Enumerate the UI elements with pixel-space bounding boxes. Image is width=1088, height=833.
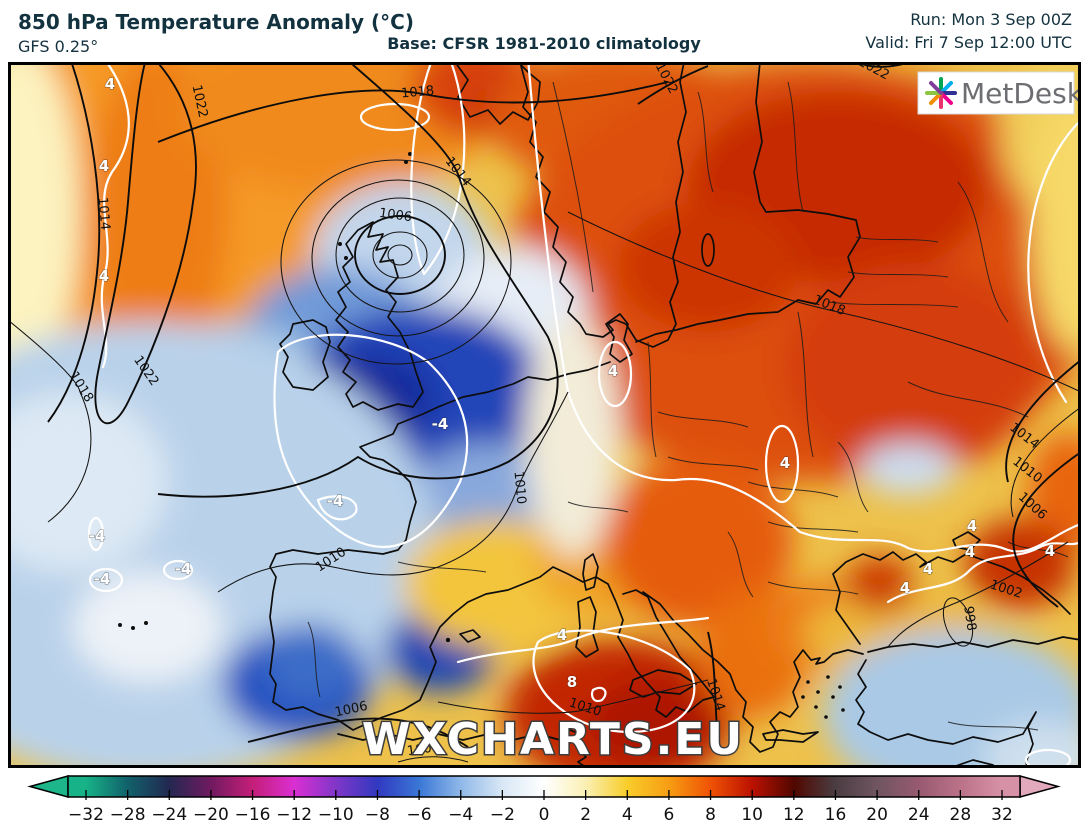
colorbar-tick-label: 32 bbox=[991, 805, 1013, 825]
colorbar-tick-label: −2 bbox=[490, 805, 515, 825]
valid-time-label: Valid: Fri 7 Sep 12:00 UTC bbox=[865, 33, 1072, 52]
contour-label: 4 bbox=[900, 579, 910, 597]
colorbar-left-arrow bbox=[27, 775, 69, 798]
contour-label: 1022 bbox=[189, 84, 211, 119]
contour-label: 4 bbox=[1045, 542, 1055, 560]
climatology-base-label: Base: CFSR 1981-2010 climatology bbox=[387, 34, 701, 53]
map-frame bbox=[8, 62, 1081, 768]
contour-label: 4 bbox=[99, 267, 109, 285]
contour-label: -4 bbox=[327, 492, 344, 510]
colorbar-tick-label: −4 bbox=[448, 805, 473, 825]
colorbar-svg: −32 −28 −24 −20 −16 −12 −10 −8 −6 −4 −2 0 2 4 6 8 10 12 16… bbox=[27, 775, 1061, 825]
contour-label: -4 bbox=[94, 570, 111, 588]
pinwheel-icon bbox=[925, 77, 957, 109]
island-specks bbox=[118, 152, 845, 719]
colorbar-tick-label: 2 bbox=[580, 805, 591, 825]
contour-label: 4 bbox=[608, 362, 618, 380]
watermark-text: WXCHARTS.EU bbox=[362, 714, 744, 765]
isobar-contours bbox=[8, 62, 1081, 763]
contour-label: -4 bbox=[432, 415, 449, 433]
anomaly-contours bbox=[87, 62, 1081, 768]
colorbar-tick-label: −12 bbox=[276, 805, 312, 825]
contour-label: 4 bbox=[967, 517, 977, 535]
contour-label: 1010 bbox=[511, 471, 529, 505]
country-borders bbox=[307, 81, 1069, 731]
contour-label: 4 bbox=[780, 454, 790, 472]
coastlines bbox=[118, 62, 1081, 768]
colorbar-tick-label: 16 bbox=[825, 805, 847, 825]
colorbar-tick-label: −28 bbox=[110, 805, 146, 825]
colorbar-tick-label: 24 bbox=[908, 805, 930, 825]
contour-label: 4 bbox=[557, 626, 567, 644]
colorbar-tick-label: −24 bbox=[151, 805, 187, 825]
weather-map: 1018 1014 1006 1022 1014 1018 1022 1022 1022 1018… bbox=[8, 62, 1081, 768]
contour-label: 4 bbox=[965, 543, 975, 561]
colorbar-tick-label: 8 bbox=[705, 805, 716, 825]
colorbar-tick-label: 4 bbox=[622, 805, 633, 825]
colorbar-tick-label: −8 bbox=[365, 805, 390, 825]
model-label: GFS 0.25° bbox=[18, 37, 99, 56]
header-bar: 850 hPa Temperature Anomaly (°C) GFS 0.2… bbox=[0, 0, 1088, 62]
contour-label: 1000 bbox=[406, 740, 441, 759]
contour-label: 998 bbox=[960, 605, 978, 632]
contour-label: 8 bbox=[567, 673, 577, 691]
run-time-label: Run: Mon 3 Sep 00Z bbox=[910, 10, 1072, 29]
colorbar-tick-label: −32 bbox=[68, 805, 104, 825]
colorbar-tick-label: −20 bbox=[193, 805, 229, 825]
colorbar-tick-label: 10 bbox=[741, 805, 763, 825]
contour-label: 4 bbox=[99, 157, 109, 175]
colorbar-tick-label: −6 bbox=[407, 805, 432, 825]
metdesk-logo: MetDesk bbox=[917, 71, 1081, 115]
contour-label: -4 bbox=[89, 527, 106, 545]
colorbar-ticks: −32 −28 −24 −20 −16 −12 −10 −8 −6 −4 −2 0 2 4 6 8 10 12 16… bbox=[68, 790, 1013, 825]
colorbar-tick-label: 0 bbox=[539, 805, 550, 825]
colorbar-tick-label: 6 bbox=[663, 805, 674, 825]
colorbar-tick-label: 12 bbox=[783, 805, 805, 825]
contour-label: 1006 bbox=[378, 206, 413, 225]
logo-text: MetDesk bbox=[961, 77, 1081, 110]
colorbar: −32 −28 −24 −20 −16 −12 −10 −8 −6 −4 −2 0 2 4 6 8 10 12 16… bbox=[0, 768, 1088, 833]
contour-label: 1006 bbox=[334, 699, 369, 721]
colorbar-tick-label: 28 bbox=[950, 805, 972, 825]
colorbar-tick-label: −16 bbox=[235, 805, 271, 825]
contour-label: 1018 bbox=[401, 84, 435, 102]
colorbar-right-arrow bbox=[1019, 775, 1061, 798]
contour-label: 4 bbox=[105, 75, 115, 93]
contour-label: 1014 bbox=[95, 197, 113, 231]
chart-title: 850 hPa Temperature Anomaly (°C) bbox=[18, 10, 414, 34]
colorbar-tick-label: 20 bbox=[866, 805, 888, 825]
contour-label: -4 bbox=[175, 560, 192, 578]
contour-label: 4 bbox=[923, 560, 933, 578]
colorbar-tick-label: −10 bbox=[318, 805, 354, 825]
